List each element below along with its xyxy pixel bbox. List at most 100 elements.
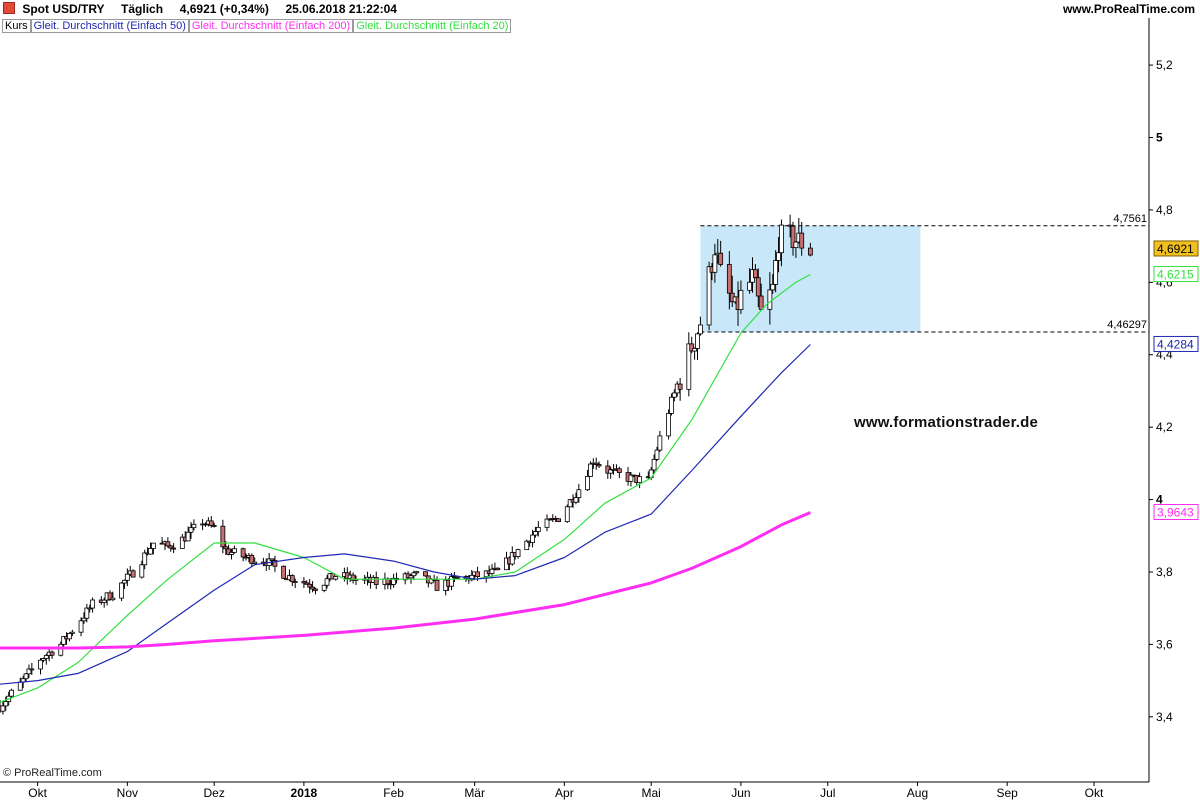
support-label: 4,46297 (1107, 319, 1147, 331)
x-tick-label: Dez (203, 786, 224, 800)
legend-sma200[interactable]: Gleit. Durchschnitt (Einfach 200) (188, 19, 354, 33)
candle-body (29, 668, 35, 671)
candle (110, 591, 116, 602)
candle-body (333, 576, 339, 580)
candle (449, 572, 454, 591)
candle (185, 526, 191, 542)
candle (669, 393, 674, 416)
candle (564, 504, 570, 523)
candle (226, 544, 232, 556)
watermark-text: www.formationstrader.de (854, 414, 1039, 431)
candle-body (495, 567, 501, 571)
legend-kurs[interactable]: Kurs (2, 19, 31, 33)
candle (220, 519, 226, 554)
candle (790, 221, 796, 256)
candle-body (657, 435, 663, 451)
candle (712, 243, 718, 283)
candle-body (324, 578, 330, 586)
candle-body (43, 655, 49, 659)
candle (593, 457, 599, 470)
candle-body (272, 560, 278, 567)
y-tick-label: 3,6 (1156, 637, 1173, 651)
candle (524, 539, 530, 551)
candle (266, 552, 272, 570)
candle-body (651, 458, 657, 471)
candle (726, 251, 732, 310)
badge-box (1153, 503, 1199, 520)
candle (249, 553, 255, 568)
candle (84, 603, 90, 623)
candle (101, 597, 107, 608)
candle-body (130, 570, 136, 578)
candle (313, 587, 318, 595)
candle (130, 569, 136, 578)
candle-body (67, 632, 72, 640)
candle (423, 571, 428, 577)
candle-body (81, 617, 87, 622)
candle-body (252, 561, 258, 564)
candle (289, 574, 295, 587)
candle (779, 219, 784, 267)
badge-value: 3,9643 (1157, 505, 1194, 519)
candle-body (49, 651, 55, 656)
candle-body (773, 260, 779, 285)
candle (119, 582, 124, 602)
candle-body (752, 269, 758, 279)
candle-body (509, 552, 515, 565)
badge-sma200: 3,9643 (1153, 503, 1199, 520)
candle (807, 242, 813, 257)
candle-body (712, 254, 718, 273)
candle (69, 629, 75, 637)
candle-body (449, 576, 454, 587)
legend-sma50[interactable]: Gleit. Durchschnitt (Einfach 50) (30, 19, 189, 33)
candle-body (411, 572, 417, 577)
instrument-name: Spot USD/TRY (22, 2, 105, 16)
candle (171, 543, 177, 553)
x-tick-label: Nov (117, 786, 138, 800)
candle (556, 518, 561, 523)
candle-body (124, 573, 130, 581)
candle (628, 472, 634, 487)
candle-body (185, 531, 191, 542)
candle (78, 617, 84, 637)
candle-body (110, 597, 116, 601)
candle (188, 522, 194, 539)
candle-body (150, 542, 156, 549)
candle (324, 575, 330, 589)
candle (776, 237, 781, 273)
candle-body (87, 607, 93, 610)
candle (139, 560, 145, 579)
candle (240, 547, 246, 562)
y-tick-label: 5,2 (1156, 58, 1173, 72)
candle (799, 222, 805, 256)
candle (706, 261, 712, 331)
site-link[interactable]: www.ProRealTime.com (1062, 2, 1195, 16)
candle (122, 579, 127, 590)
candle-body (58, 643, 64, 656)
candle (773, 250, 779, 293)
candle-body (686, 343, 692, 390)
candle (211, 522, 217, 528)
candle (232, 545, 237, 554)
candle-body (223, 546, 229, 550)
candle-body (249, 554, 255, 564)
legend-sma20[interactable]: Gleit. Durchschnitt (Einfach 20) (353, 19, 512, 33)
candle (616, 466, 622, 479)
candle-body (593, 462, 599, 465)
candle (90, 597, 96, 613)
last-quote: 4,6921 (+0,34%) (179, 2, 269, 16)
sma200-line (0, 511, 811, 650)
candle (793, 241, 799, 258)
candle-body (616, 468, 622, 473)
candle (272, 555, 278, 573)
candle (333, 575, 339, 581)
badge-box (1153, 266, 1199, 283)
candle-body (179, 536, 185, 549)
candle (637, 472, 643, 489)
candle-body (779, 224, 784, 254)
candle (165, 537, 171, 548)
candle-body (139, 564, 145, 578)
candle (787, 214, 793, 238)
candle (3, 696, 9, 711)
